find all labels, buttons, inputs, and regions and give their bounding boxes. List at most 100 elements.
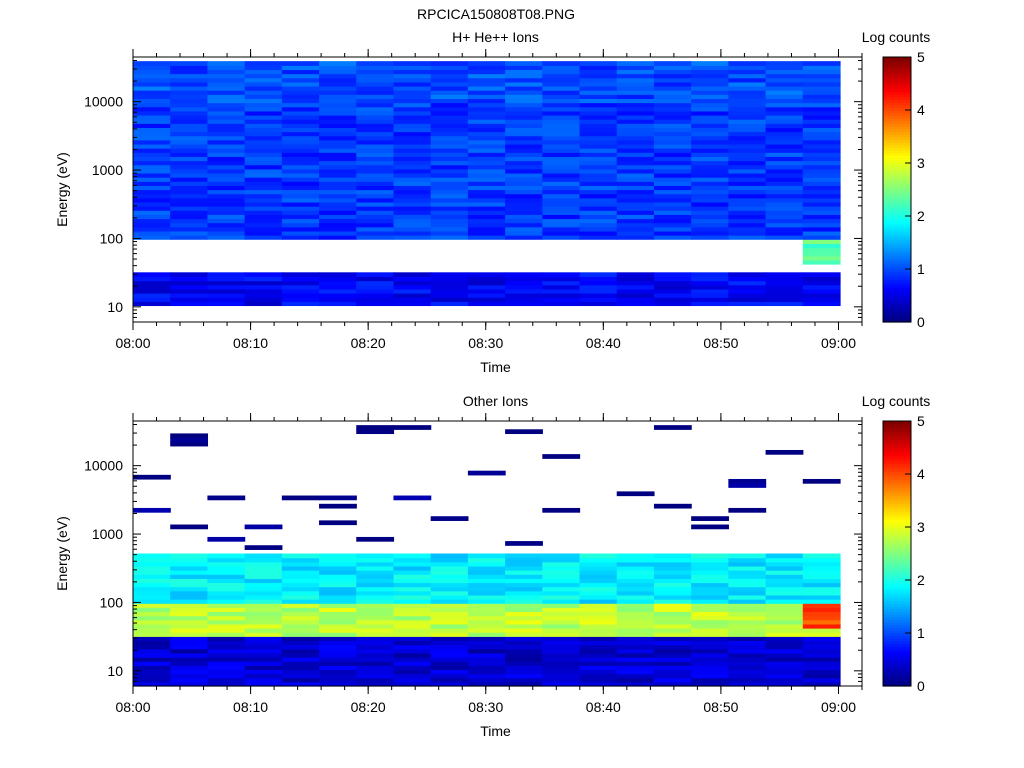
spectrogram-cell (542, 673, 581, 679)
spectrogram-cell (691, 561, 729, 567)
spectrogram-cell (542, 288, 581, 294)
spectrogram-cell (579, 648, 618, 654)
colorbar-swatch (883, 104, 911, 108)
spectrogram-cell (281, 636, 320, 642)
spectrogram-cell (653, 648, 692, 654)
spectrogram-cell (579, 210, 618, 215)
spectrogram-cell (319, 288, 357, 294)
spectrogram-cell (319, 665, 357, 671)
spectrogram-cell (579, 189, 618, 195)
spectrogram-cell (133, 156, 171, 162)
spectrogram-cell (542, 181, 581, 186)
spectrogram-cell (430, 276, 469, 282)
spectrogram-cell (170, 628, 209, 633)
spectrogram-cell (765, 681, 804, 687)
colorbar-swatch (883, 263, 911, 267)
spectrogram-cell (616, 301, 655, 307)
spectrogram-cell (653, 632, 692, 637)
spectrogram-cell (802, 673, 841, 679)
spectrogram-cell (505, 127, 543, 133)
spectrogram-cell (616, 628, 655, 633)
spectrogram-cell (207, 77, 246, 83)
spectrogram-cell (430, 301, 469, 307)
spectrogram-cell (653, 557, 692, 563)
spectrogram-cell (691, 230, 729, 236)
spectrogram-cell (505, 586, 543, 592)
spectrogram-cell (393, 665, 432, 671)
spectrogram-cell (728, 218, 767, 224)
spectrogram-cell (765, 553, 804, 559)
spectrogram-cell (170, 102, 209, 108)
spectrogram-cell (542, 644, 581, 650)
spectrogram-cell (393, 222, 432, 228)
spectrogram-cell (281, 106, 320, 112)
spectrogram-cell (579, 636, 618, 642)
spectrogram-cell (691, 570, 729, 575)
colorbar-swatch (883, 471, 911, 475)
spectrogram-cell (653, 425, 692, 430)
colorbar-swatch (883, 176, 911, 180)
colorbar-swatch (883, 276, 911, 281)
spectrogram-cell (356, 139, 395, 145)
spectrogram-cell (542, 193, 581, 199)
spectrogram-cell (579, 90, 618, 95)
spectrogram-cell (691, 578, 729, 584)
spectrogram-cell (244, 81, 283, 87)
spectrogram-cell (467, 172, 506, 178)
spectrogram-cell (133, 214, 171, 220)
colorbar-swatch (883, 308, 911, 312)
spectrogram-cell (244, 603, 283, 608)
spectrogram-cell (356, 69, 395, 75)
spectrogram-cell (356, 226, 395, 232)
spectrogram-cell (691, 69, 729, 75)
spectrogram-cell (579, 276, 618, 282)
spectrogram-cell (728, 181, 767, 186)
spectrogram-cell (616, 603, 655, 608)
colorbar-swatch (883, 553, 911, 557)
spectrogram-cell (467, 648, 506, 654)
spectrogram-cell (691, 143, 729, 149)
spectrogram-cell (393, 135, 432, 141)
spectrogram-cell (281, 177, 320, 182)
spectrogram-cell (505, 81, 543, 87)
spectrogram-cell (542, 218, 581, 224)
spectrogram-cell (133, 628, 171, 633)
spectrogram-cell (244, 119, 283, 124)
spectrogram-cell (542, 628, 581, 633)
spectrogram-cell (467, 553, 506, 559)
spectrogram-cell (505, 65, 543, 71)
spectrogram-cell (281, 586, 320, 592)
spectrogram-cell (505, 272, 543, 278)
spectrogram-cell (802, 143, 841, 149)
spectrogram-cell (393, 425, 432, 430)
spectrogram-cell (802, 69, 841, 75)
spectrogram-cell (542, 168, 581, 174)
spectrogram-cell (170, 148, 209, 153)
spectrogram-cell (207, 156, 246, 162)
spectrogram-cell (430, 235, 469, 240)
colorbar-swatch (883, 569, 911, 573)
spectrogram-cell (281, 210, 320, 215)
spectrogram-cell (281, 81, 320, 87)
spectrogram-cell (393, 123, 432, 128)
spectrogram-cell (728, 102, 767, 108)
colorbar-swatch (883, 189, 911, 193)
spectrogram-cell (133, 222, 171, 228)
spectrogram-cell (170, 561, 209, 567)
spectrogram-cell (133, 661, 171, 666)
spectrogram-cell (170, 661, 209, 666)
spectrogram-cell (616, 131, 655, 137)
spectrogram-cell (579, 599, 618, 604)
spectrogram-cell (356, 135, 395, 141)
spectrogram-cell (356, 665, 395, 671)
spectrogram-cell (653, 590, 692, 596)
spectrogram-cell (133, 623, 171, 629)
spectrogram-cell (728, 61, 767, 66)
spectrogram-cell (728, 106, 767, 112)
spectrogram-cell (691, 139, 729, 145)
spectrogram-cell (207, 623, 246, 629)
spectrogram-cell (319, 297, 357, 302)
spectrogram-cell (133, 570, 171, 575)
spectrogram-cell (765, 106, 804, 112)
x-axis-label: Time (480, 723, 511, 739)
